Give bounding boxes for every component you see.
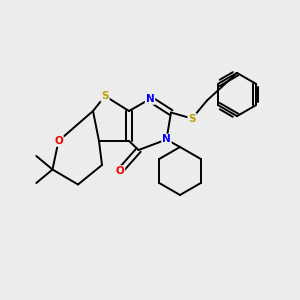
Text: N: N	[146, 94, 154, 104]
Text: O: O	[116, 166, 124, 176]
Text: S: S	[101, 91, 109, 101]
Text: S: S	[188, 113, 196, 124]
Text: N: N	[162, 134, 171, 145]
Text: O: O	[54, 136, 63, 146]
